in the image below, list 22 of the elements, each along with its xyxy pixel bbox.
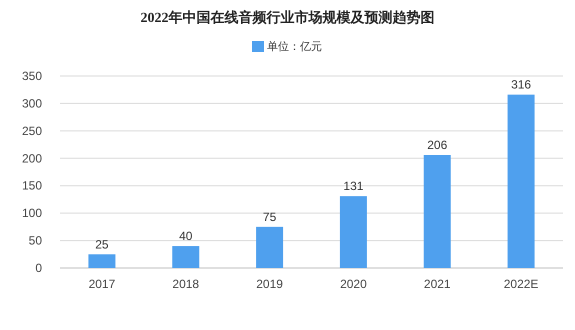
xtick: 2020 — [340, 277, 367, 291]
ytick: 0 — [35, 261, 42, 275]
ytick: 50 — [28, 234, 42, 248]
data-label: 206 — [427, 138, 448, 152]
xtick: 2021 — [424, 277, 451, 291]
xtick: 2019 — [256, 277, 283, 291]
data-label: 25 — [95, 237, 109, 252]
data-label: 131 — [343, 179, 364, 194]
ytick: 350 — [22, 69, 42, 83]
data-label: 316 — [511, 78, 532, 92]
data-label: 75 — [262, 210, 276, 224]
title: 2022年中国在线音频行业市场规模及预测趋势图 — [140, 11, 434, 26]
xtick: 2018 — [172, 277, 200, 291]
ytick: 100 — [22, 206, 42, 220]
legend-label: 单位：亿元 — [267, 40, 322, 53]
ytick: 300 — [22, 96, 42, 110]
ytick: 200 — [22, 151, 42, 166]
ytick: 250 — [22, 124, 42, 138]
xtick: 2022E — [504, 277, 538, 291]
xtick: 2017 — [88, 277, 116, 291]
ytick: 150 — [22, 178, 42, 193]
data-label: 40 — [179, 229, 192, 244]
